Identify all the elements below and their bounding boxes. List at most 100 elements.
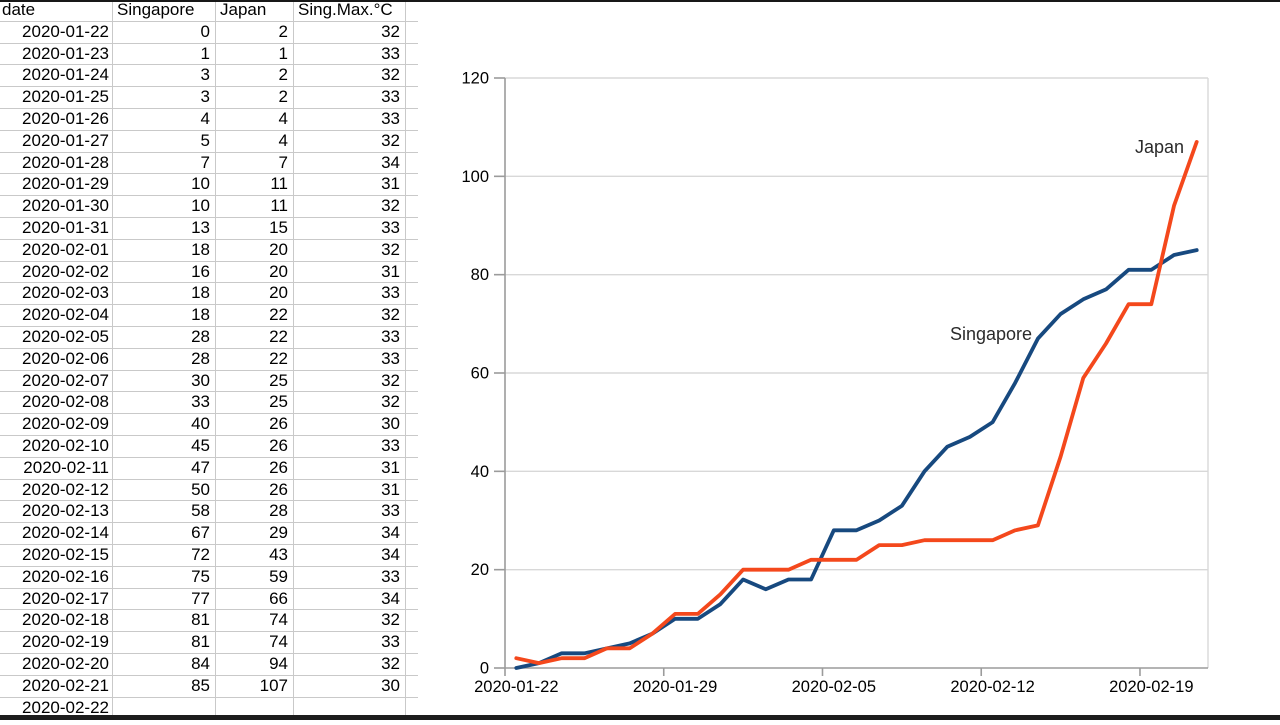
cell-empty-stub[interactable] [406, 305, 418, 326]
cell-sing-max[interactable]: 32 [294, 239, 406, 261]
cell-empty-stub[interactable] [406, 283, 418, 304]
cell-japan[interactable]: 2 [216, 65, 294, 87]
cell-empty-stub[interactable] [406, 349, 418, 370]
cell-date[interactable]: 2020-02-08 [0, 392, 113, 414]
cell-japan[interactable]: 107 [216, 675, 294, 697]
column-header[interactable]: date [0, 0, 113, 21]
cell-singapore[interactable]: 58 [113, 501, 216, 523]
cell-singapore[interactable]: 84 [113, 653, 216, 675]
cell-empty-stub[interactable] [406, 22, 418, 43]
cell-japan[interactable]: 43 [216, 544, 294, 566]
cell-japan[interactable]: 2 [216, 21, 294, 43]
cell-date[interactable]: 2020-02-09 [0, 414, 113, 435]
cell-sing-max[interactable]: 33 [294, 87, 406, 108]
cell-date[interactable]: 2020-01-24 [0, 65, 113, 87]
cell-sing-max[interactable]: 33 [294, 348, 406, 370]
cell-japan[interactable]: 25 [216, 370, 294, 392]
cell-date[interactable]: 2020-02-11 [0, 457, 113, 479]
cell-empty-stub[interactable] [406, 44, 418, 65]
cell-empty-stub[interactable] [406, 392, 418, 413]
cell-singapore[interactable]: 10 [113, 174, 216, 196]
cell-singapore[interactable]: 0 [113, 21, 216, 43]
cell-singapore[interactable]: 1 [113, 43, 216, 65]
chart-object[interactable]: 0 20 40 60 80 100 120 2020-01-22 2020-01-29 2020-… [418, 0, 1280, 720]
cell-empty-stub[interactable] [406, 218, 418, 239]
cell-singapore[interactable]: 28 [113, 348, 216, 370]
cell-sing-max[interactable]: 33 [294, 43, 406, 65]
cell-empty-stub[interactable] [406, 131, 418, 152]
cell-singapore[interactable]: 5 [113, 130, 216, 152]
cell-empty-stub[interactable] [406, 654, 418, 675]
cell-japan[interactable]: 20 [216, 239, 294, 261]
cell-singapore[interactable]: 16 [113, 261, 216, 283]
cell-japan[interactable]: 26 [216, 435, 294, 457]
cell-japan[interactable] [216, 697, 294, 719]
cell-singapore[interactable]: 45 [113, 435, 216, 457]
cell-singapore[interactable]: 3 [113, 65, 216, 87]
cell-japan[interactable]: 4 [216, 130, 294, 152]
cell-empty-stub[interactable] [406, 523, 418, 544]
cell-singapore[interactable]: 10 [113, 196, 216, 217]
cell-singapore[interactable]: 33 [113, 392, 216, 414]
cell-date[interactable]: 2020-02-03 [0, 283, 113, 305]
cell-empty-stub[interactable] [406, 480, 418, 501]
cell-sing-max[interactable]: 31 [294, 174, 406, 196]
cell-sing-max[interactable]: 32 [294, 610, 406, 632]
cell-date[interactable]: 2020-02-10 [0, 435, 113, 457]
cell-empty-stub[interactable] [406, 240, 418, 261]
cell-empty-stub[interactable] [406, 545, 418, 566]
cell-empty-stub[interactable] [406, 676, 418, 697]
cell-date[interactable]: 2020-02-22 [0, 697, 113, 719]
cell-empty-stub[interactable] [406, 501, 418, 522]
cell-sing-max[interactable]: 32 [294, 653, 406, 675]
column-header[interactable]: Sing.Max.°C [294, 0, 406, 21]
cell-singapore[interactable]: 7 [113, 152, 216, 174]
cell-empty-stub[interactable] [406, 174, 418, 195]
cell-sing-max[interactable]: 32 [294, 305, 406, 326]
cell-singapore[interactable]: 75 [113, 566, 216, 588]
cell-date[interactable]: 2020-02-13 [0, 501, 113, 523]
cell-empty-stub[interactable] [406, 153, 418, 174]
cell-japan[interactable]: 74 [216, 610, 294, 632]
cell-sing-max[interactable]: 34 [294, 588, 406, 610]
cell-sing-max[interactable]: 32 [294, 392, 406, 414]
cell-empty-stub[interactable] [406, 65, 418, 86]
cell-date[interactable]: 2020-01-23 [0, 43, 113, 65]
cell-sing-max[interactable]: 32 [294, 21, 406, 43]
cell-japan[interactable]: 29 [216, 523, 294, 544]
cell-japan[interactable]: 15 [216, 217, 294, 239]
cell-singapore[interactable]: 81 [113, 610, 216, 632]
cell-japan[interactable]: 20 [216, 261, 294, 283]
cell-singapore[interactable]: 18 [113, 239, 216, 261]
cell-sing-max[interactable]: 32 [294, 370, 406, 392]
cell-sing-max[interactable]: 34 [294, 152, 406, 174]
column-header[interactable]: Singapore [113, 0, 216, 21]
cell-japan[interactable]: 74 [216, 632, 294, 653]
cell-date[interactable]: 2020-01-27 [0, 130, 113, 152]
cell-empty-stub[interactable] [406, 262, 418, 283]
cell-sing-max[interactable] [294, 697, 406, 719]
cell-japan[interactable]: 2 [216, 87, 294, 108]
cell-sing-max[interactable]: 33 [294, 217, 406, 239]
cell-date[interactable]: 2020-02-21 [0, 675, 113, 697]
cell-singapore[interactable]: 18 [113, 305, 216, 326]
cell-sing-max[interactable]: 34 [294, 523, 406, 544]
cell-date[interactable]: 2020-02-15 [0, 544, 113, 566]
cell-japan[interactable]: 1 [216, 43, 294, 65]
cell-japan[interactable]: 11 [216, 196, 294, 217]
cell-singapore[interactable]: 13 [113, 217, 216, 239]
cell-japan[interactable]: 4 [216, 108, 294, 130]
cell-sing-max[interactable]: 30 [294, 675, 406, 697]
cell-singapore[interactable]: 28 [113, 326, 216, 348]
cell-singapore[interactable]: 4 [113, 108, 216, 130]
cell-singapore[interactable]: 67 [113, 523, 216, 544]
cell-japan[interactable]: 26 [216, 414, 294, 435]
cell-japan[interactable]: 94 [216, 653, 294, 675]
cell-empty-stub[interactable] [406, 0, 418, 21]
cell-japan[interactable]: 66 [216, 588, 294, 610]
cell-empty-stub[interactable] [406, 87, 418, 108]
cell-sing-max[interactable]: 32 [294, 130, 406, 152]
cell-sing-max[interactable]: 33 [294, 501, 406, 523]
cell-date[interactable]: 2020-02-04 [0, 305, 113, 326]
cell-sing-max[interactable]: 33 [294, 326, 406, 348]
